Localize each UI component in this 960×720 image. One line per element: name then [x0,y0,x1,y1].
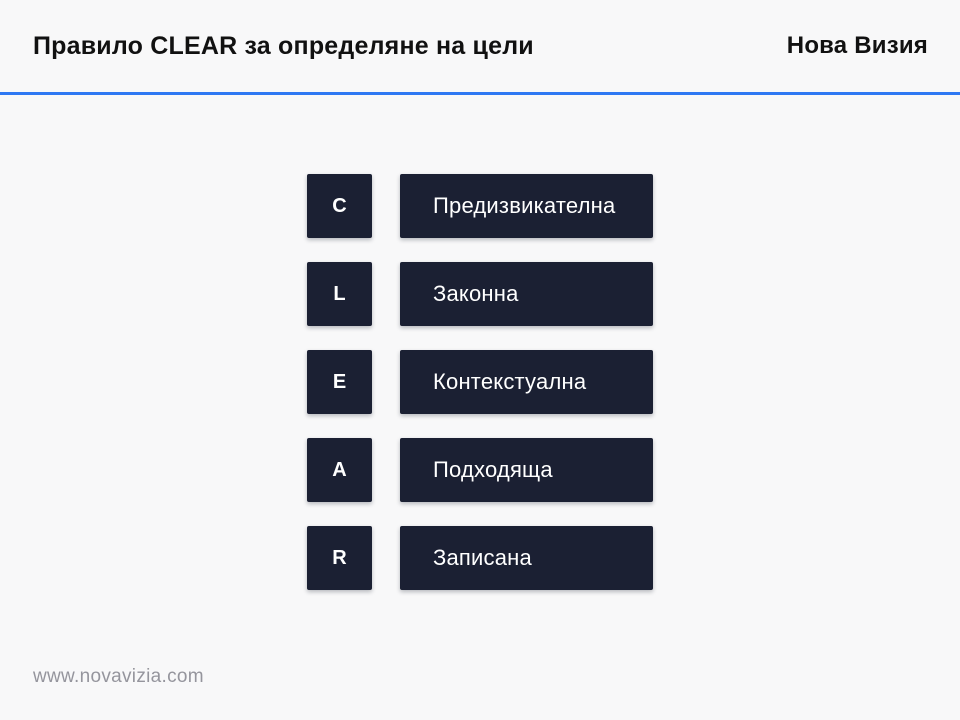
label-box: Подходяща [400,438,653,502]
clear-rows: C Предизвикателна L Законна E Контекстуа… [307,174,653,590]
label-box: Записана [400,526,653,590]
letter: R [332,546,347,569]
label-box: Законна [400,262,653,326]
clear-row: L Законна [307,262,653,326]
clear-row: C Предизвикателна [307,174,653,238]
header: Правило CLEAR за определяне на цели Нова… [0,0,960,95]
clear-row: R Записана [307,526,653,590]
letter-box: E [307,350,372,414]
label: Предизвикателна [433,193,616,218]
letter-box: L [307,262,372,326]
letter: E [332,370,347,393]
clear-row: A Подходяща [307,438,653,502]
label: Контекстуална [433,369,587,394]
footer-url: www.novavizia.com [33,666,204,687]
label: Подходяща [433,457,553,482]
label-box: Предизвикателна [400,174,653,238]
label-box: Контекстуална [400,350,653,414]
label: Законна [433,281,519,306]
page-title: Правило CLEAR за определяне на цели [33,31,534,60]
label: Записана [433,545,532,570]
letter-box: A [307,438,372,502]
letter: A [332,458,347,481]
letter: C [332,194,347,217]
brand-name: Нова Визия [786,32,928,59]
clear-row: E Контекстуална [307,350,653,414]
letter-box: C [307,174,372,238]
letter-box: R [307,526,372,590]
letter: L [333,282,346,305]
